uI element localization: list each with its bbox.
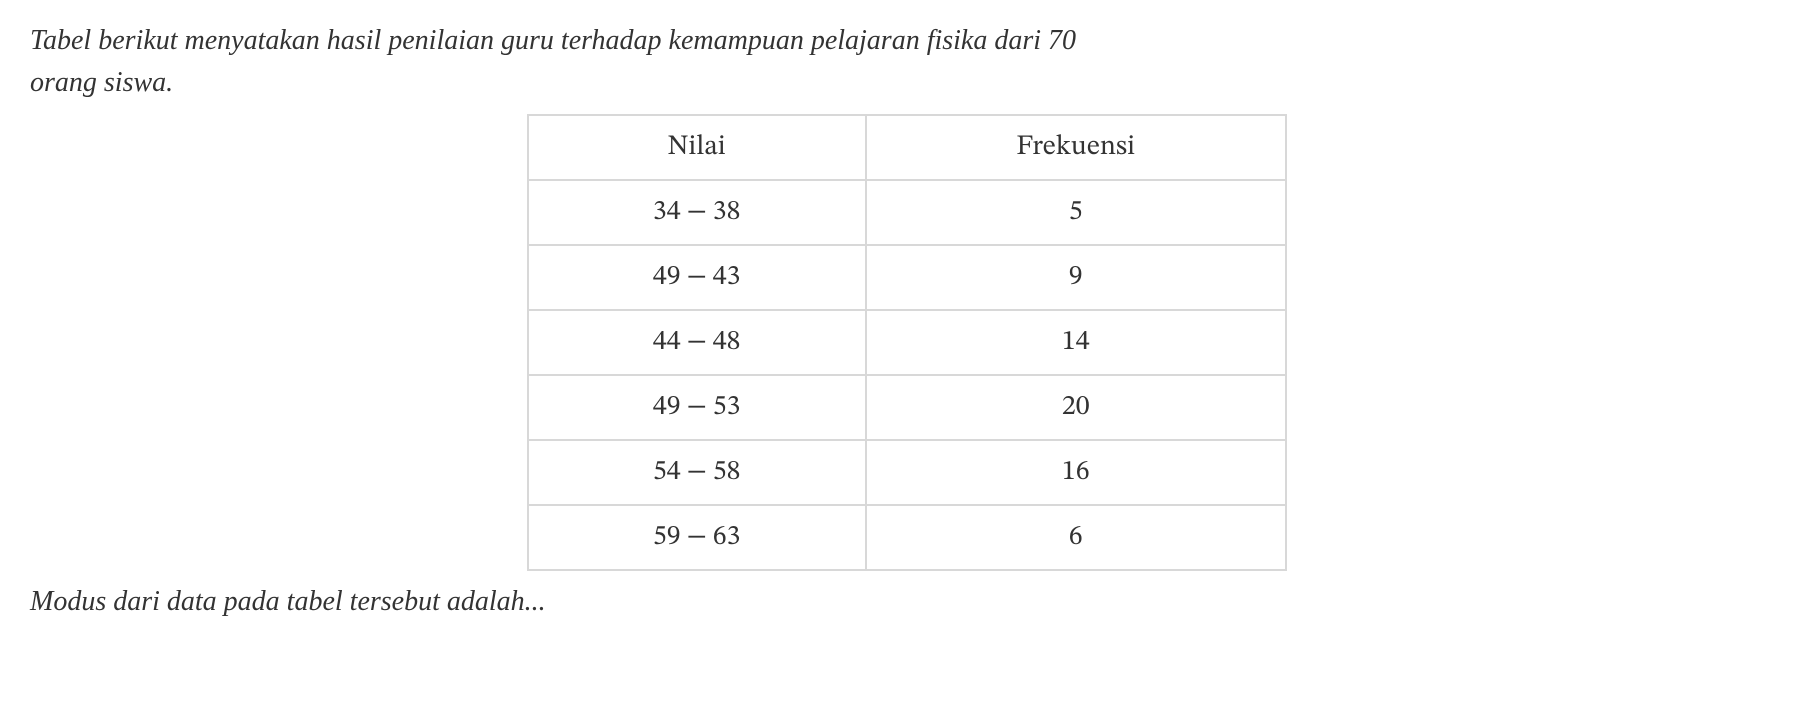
- intro-line-2: orang siswa.: [30, 67, 173, 98]
- cell-nilai: 49−43: [528, 245, 866, 310]
- cell-nilai: 54−58: [528, 440, 866, 505]
- header-frekuensi: Frekuensi: [866, 115, 1286, 180]
- table-row: 44−48 14: [528, 310, 1286, 375]
- cell-frekuensi: 6: [866, 505, 1286, 570]
- cell-nilai: 59−63: [528, 505, 866, 570]
- intro-text: Tabel berikut menyatakan hasil penilaian…: [30, 20, 1783, 104]
- table-body: 34−38 5 49−43 9 44−48 14 49−53 20 54−58 …: [528, 180, 1286, 570]
- table-row: 59−63 6: [528, 505, 1286, 570]
- cell-nilai: 49−53: [528, 375, 866, 440]
- table-container: Nilai Frekuensi 34−38 5 49−43 9 44−48 14…: [30, 114, 1783, 571]
- table-header-row: Nilai Frekuensi: [528, 115, 1286, 180]
- cell-frekuensi: 5: [866, 180, 1286, 245]
- cell-frekuensi: 9: [866, 245, 1286, 310]
- data-table: Nilai Frekuensi 34−38 5 49−43 9 44−48 14…: [527, 114, 1287, 571]
- cell-frekuensi: 20: [866, 375, 1286, 440]
- header-nilai: Nilai: [528, 115, 866, 180]
- cell-nilai: 34−38: [528, 180, 866, 245]
- table-row: 49−53 20: [528, 375, 1286, 440]
- cell-nilai: 44−48: [528, 310, 866, 375]
- outro-text: Modus dari data pada tabel tersebut adal…: [30, 581, 1783, 623]
- cell-frekuensi: 14: [866, 310, 1286, 375]
- intro-line-1: Tabel berikut menyatakan hasil penilaian…: [30, 25, 1076, 56]
- table-row: 34−38 5: [528, 180, 1286, 245]
- table-row: 49−43 9: [528, 245, 1286, 310]
- cell-frekuensi: 16: [866, 440, 1286, 505]
- table-row: 54−58 16: [528, 440, 1286, 505]
